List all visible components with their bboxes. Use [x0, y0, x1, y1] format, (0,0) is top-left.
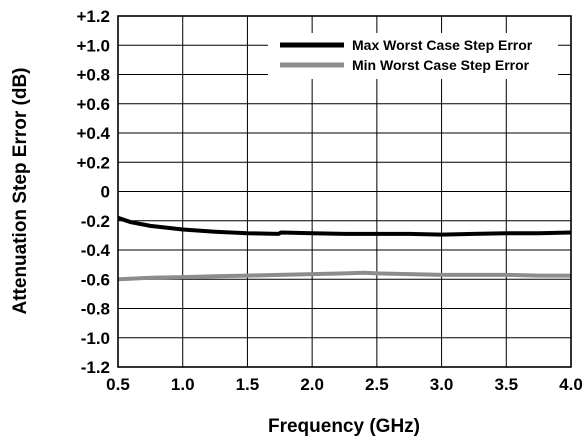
y-tick-label: +0.2: [76, 153, 110, 172]
x-tick-label: 3.0: [430, 375, 454, 394]
y-tick-label: -1.0: [81, 329, 110, 348]
y-tick-label: +0.8: [76, 66, 110, 85]
x-tick-label: 2.5: [365, 375, 389, 394]
series-line-min: [117, 270, 571, 282]
x-axis-title: Frequency (GHz): [268, 416, 420, 437]
x-tick-label: 4.0: [559, 375, 583, 394]
y-tick-label: -0.2: [81, 212, 110, 231]
x-tick-label: 1.5: [236, 375, 260, 394]
y-tick-label: 0: [101, 183, 110, 202]
series-line-max: [117, 215, 572, 237]
y-axis-ticks: +1.2 +1.0 +0.8 +0.6 +0.4 +0.2 0 -0.2 -0.4 -0.6 -0.…: [76, 7, 110, 377]
y-tick-label: +1.0: [76, 36, 110, 55]
y-axis-title: Attenuation Step Error (dB): [10, 68, 31, 315]
y-tick-label: -1.2: [81, 358, 110, 377]
y-tick-label: +0.6: [76, 95, 110, 114]
x-tick-label: 1.0: [171, 375, 195, 394]
legend: Max Worst Case Step Error Min Worst Case…: [268, 33, 558, 79]
x-axis-ticks: 0.5 1.0 1.5 2.0 2.5 3.0 3.5 4.0: [106, 375, 583, 394]
y-tick-label: -0.8: [81, 300, 110, 319]
legend-label-min: Min Worst Case Step Error: [352, 57, 530, 73]
legend-label-max: Max Worst Case Step Error: [352, 37, 533, 53]
y-tick-label: -0.6: [81, 270, 110, 289]
x-tick-label: 2.0: [300, 375, 324, 394]
y-tick-label: -0.4: [81, 241, 111, 260]
legend-box: [268, 33, 558, 79]
data-series: [117, 215, 572, 282]
y-tick-label: +0.4: [76, 124, 110, 143]
x-tick-label: 3.5: [494, 375, 518, 394]
y-tick-label: +1.2: [76, 7, 110, 26]
x-tick-label: 0.5: [106, 375, 130, 394]
plot-frame: [117, 15, 572, 368]
